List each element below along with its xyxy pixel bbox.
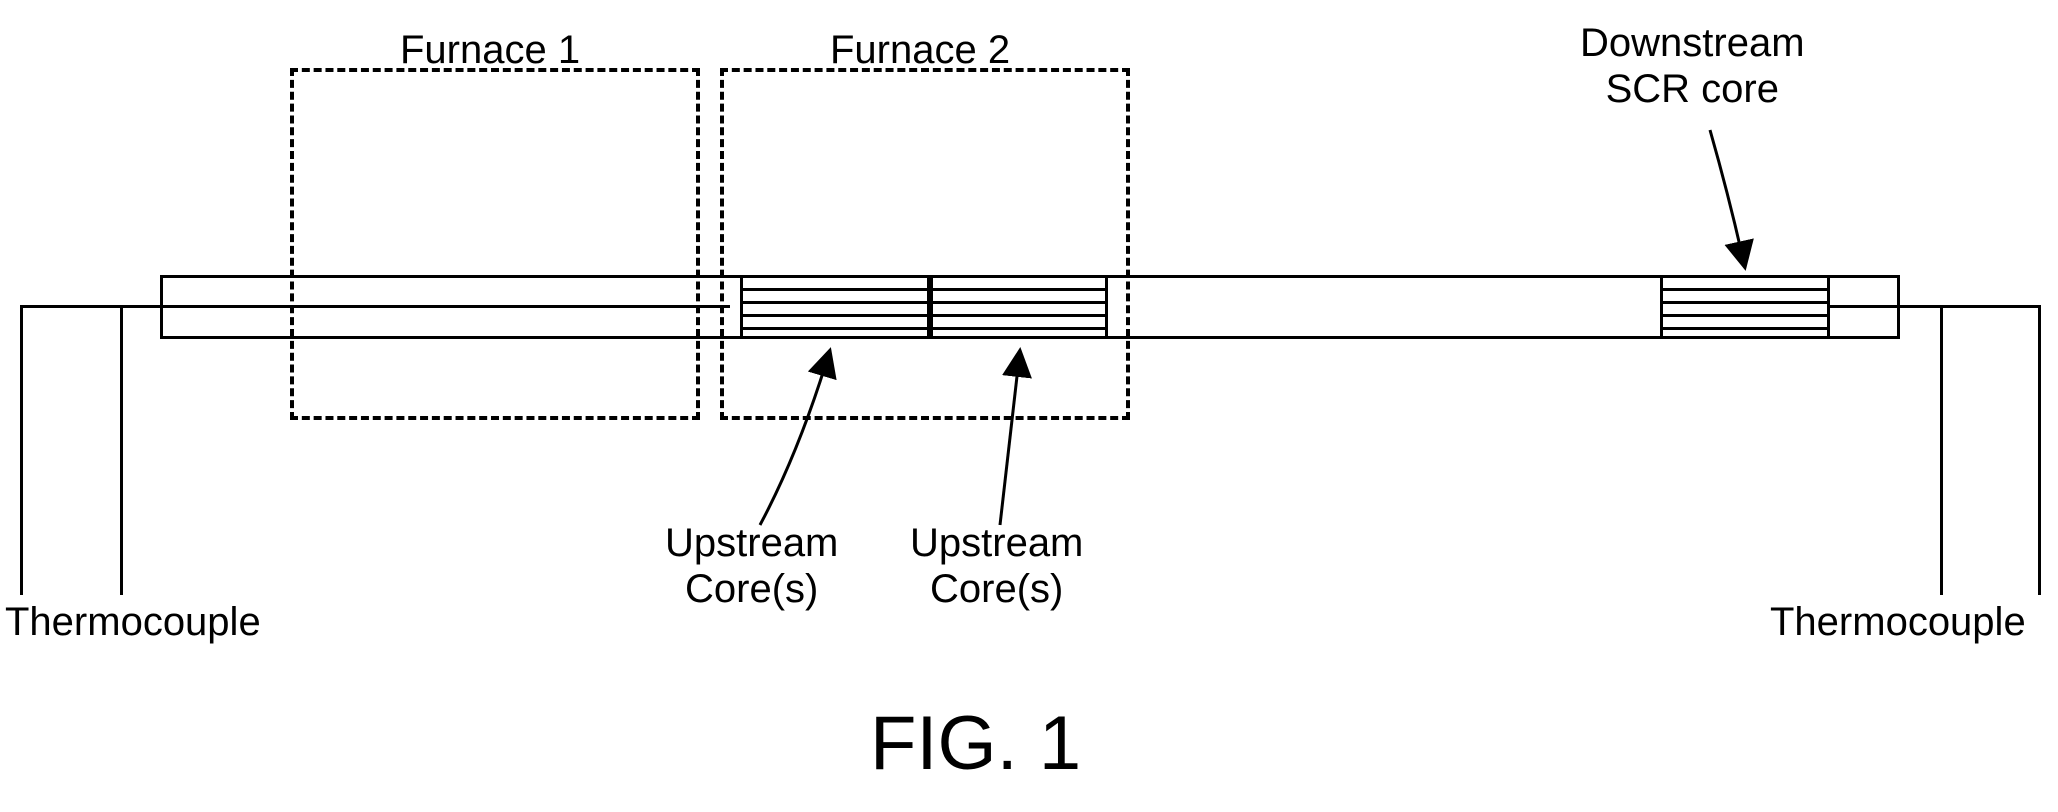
figure-container: { "canvas": { "width": 2058, "height": 8… — [0, 0, 2058, 812]
figure-title: FIG. 1 — [870, 700, 1081, 787]
arrow-upstream-a — [0, 0, 2058, 812]
